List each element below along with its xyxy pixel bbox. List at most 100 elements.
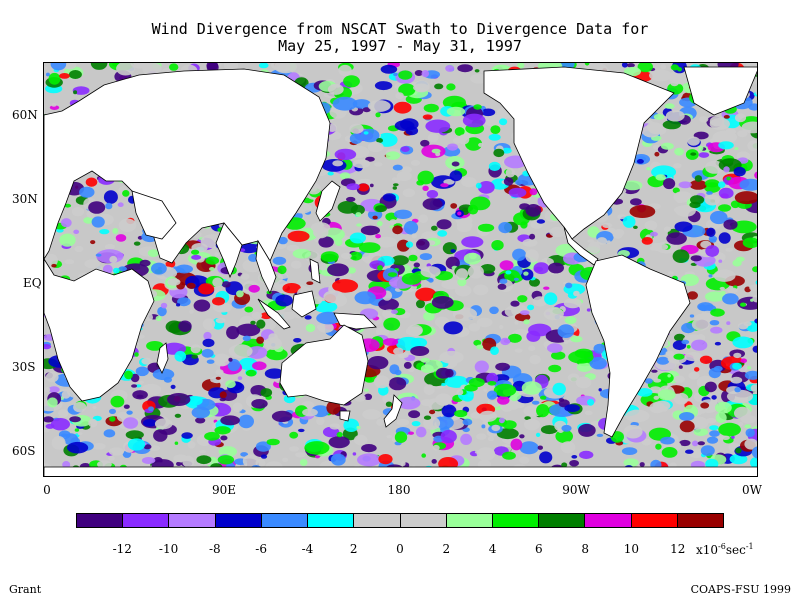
divergence-patch [498,417,505,424]
divergence-patch [48,72,61,85]
divergence-patch [338,64,352,77]
color-swatch-5 [308,514,355,527]
divergence-patch [649,231,658,237]
divergence-patch [302,408,318,417]
divergence-patch [621,447,638,455]
divergence-patch [690,152,697,156]
lat-label-30n: 30N [12,192,38,206]
divergence-patch [221,281,231,288]
divergence-patch [115,234,127,242]
lat-label-30s: 30S [12,360,36,374]
divergence-patch [596,237,608,245]
divergence-patch [421,70,430,78]
divergence-patch [452,307,478,321]
divergence-patch [661,142,674,150]
divergence-patch [240,452,249,457]
divergence-patch [514,402,525,409]
divergence-patch [486,372,499,385]
divergence-patch [709,238,717,243]
divergence-patch [182,455,195,468]
divergence-patch [209,267,215,271]
color-swatch-11 [585,514,632,527]
divergence-patch [537,445,543,450]
divergence-patch [630,198,642,206]
divergence-patch [606,240,611,244]
divergence-patch [214,252,219,257]
divergence-patch [675,205,696,217]
divergence-patch [431,175,456,189]
divergence-patch [74,428,80,432]
divergence-patch [415,287,437,302]
divergence-patch [226,326,240,340]
divergence-patch [255,458,266,468]
divergence-patch [752,345,757,353]
divergence-patch [289,431,299,439]
divergence-patch [396,418,410,426]
divergence-patch [690,255,702,262]
divergence-patch [570,335,583,343]
divergence-patch [91,216,105,228]
divergence-patch [201,348,214,358]
divergence-patch [339,172,351,180]
divergence-patch [698,145,704,151]
divergence-patch [522,238,538,247]
divergence-patch [219,362,226,366]
divergence-patch [674,221,693,232]
divergence-patch [561,462,568,468]
divergence-patch [521,381,542,395]
divergence-patch [653,395,660,400]
divergence-patch [543,286,550,290]
divergence-patch [49,105,60,110]
divergence-patch [352,99,371,109]
divergence-patch [649,69,673,82]
divergence-patch [563,298,582,309]
divergence-patch [64,259,75,265]
divergence-patch [251,399,268,409]
divergence-patch [540,395,547,400]
divergence-patch [476,433,487,440]
divergence-patch [90,63,108,70]
divergence-patch [517,295,528,303]
divergence-patch [92,443,106,450]
divergence-patch [178,320,192,332]
divergence-patch [653,400,671,411]
divergence-patch [299,458,308,466]
divergence-patch [73,402,87,413]
divergence-patch [750,384,757,392]
divergence-patch [718,232,731,244]
divergence-patch [528,286,536,292]
divergence-patch [745,428,755,438]
divergence-patch [723,115,730,119]
divergence-patch [318,236,334,248]
divergence-patch [480,69,485,73]
divergence-patch [423,103,439,113]
divergence-patch [725,247,734,252]
color-swatch-0 [77,514,124,527]
divergence-patch [393,183,399,187]
divergence-patch [130,63,149,69]
divergence-patch [499,278,508,284]
divergence-patch [61,433,68,437]
divergence-patch [44,253,58,267]
divergence-patch [679,420,695,433]
divergence-patch [356,425,361,430]
tasmania [339,410,351,422]
divergence-patch [442,279,456,288]
divergence-patch [723,219,738,230]
divergence-patch [691,339,708,351]
divergence-patch [160,302,168,309]
divergence-patch [236,290,244,298]
divergence-patch [68,70,82,79]
south-america [585,254,691,438]
philippines [309,258,321,284]
divergence-patch [372,215,378,220]
lon-label-0: 0 [43,483,51,497]
divergence-patch [515,179,523,185]
divergence-patch [508,333,522,343]
divergence-patch [198,283,215,295]
divergence-patch [133,241,141,246]
lon-label-90w: 90W [562,483,590,497]
divergence-patch [734,191,757,205]
divergence-patch [454,127,465,136]
divergence-patch [398,83,416,96]
